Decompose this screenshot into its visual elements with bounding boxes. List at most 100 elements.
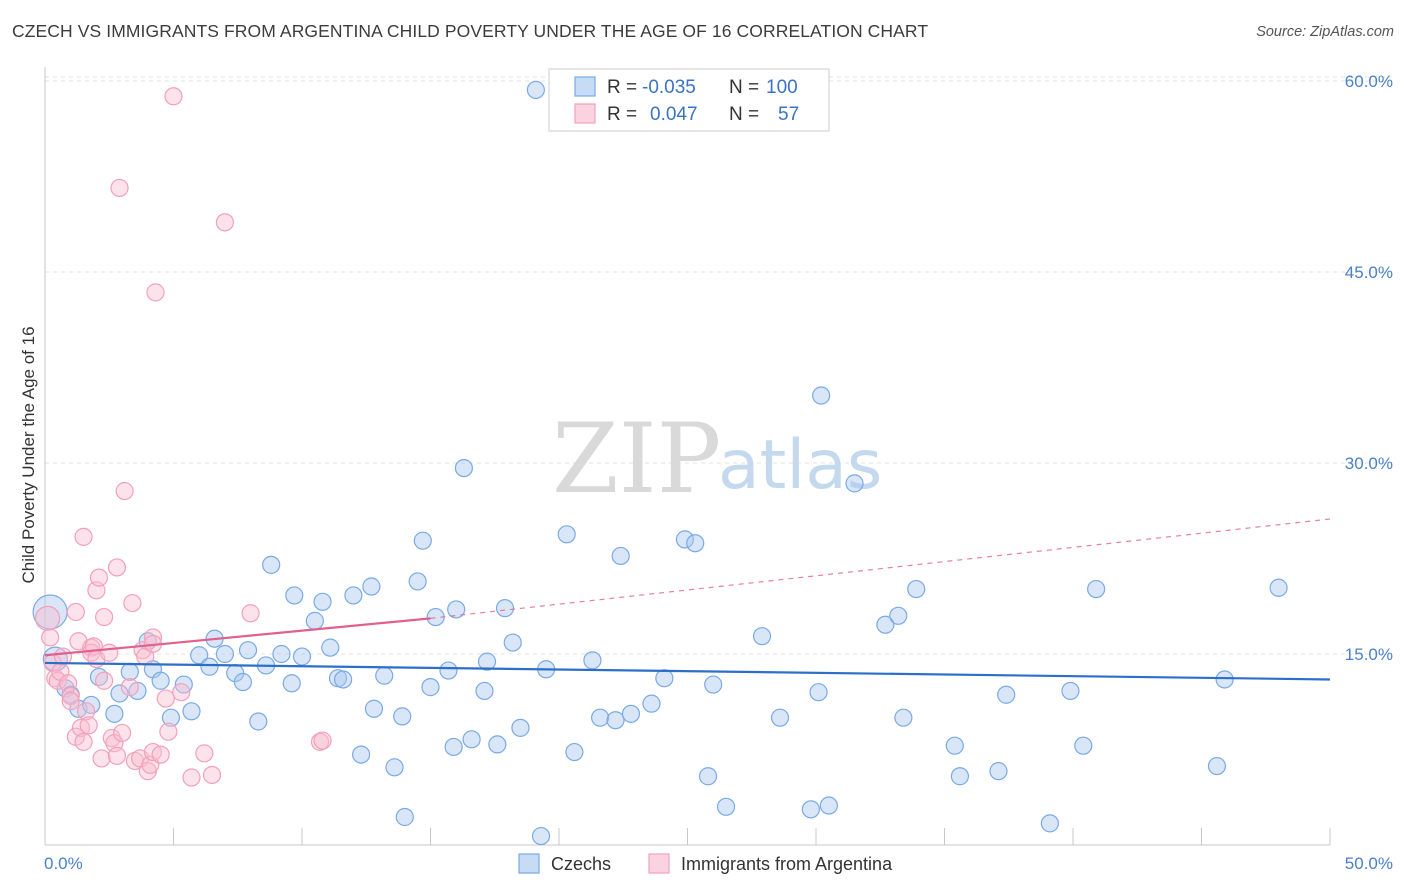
- argentina-trend-extension: [430, 518, 1331, 619]
- czechs-point-83: [876, 615, 895, 634]
- czechs-point-42: [393, 707, 412, 726]
- watermark: ZIP atlas: [552, 403, 882, 515]
- czechs-point-33: [321, 638, 340, 657]
- argentina-point-9: [61, 692, 80, 711]
- czechs-point-8: [110, 684, 129, 703]
- argentina-point-46: [146, 283, 165, 302]
- legend-n-label-0: N =: [729, 77, 759, 98]
- argentina-point-32: [110, 178, 129, 198]
- argentina-point-51: [172, 683, 191, 702]
- czechs-point-9: [120, 662, 139, 681]
- czechs-point-63: [565, 742, 584, 762]
- czechs-point-82: [845, 474, 864, 493]
- czechs-point-79: [809, 683, 828, 702]
- czechs-point-69: [642, 694, 661, 713]
- y-tick-label-2: 45.0%: [1345, 263, 1393, 282]
- argentina-point-56: [241, 604, 260, 623]
- argentina-point-26: [95, 607, 114, 627]
- bottom-legend: Czechs Immigrants from Argentina: [518, 853, 893, 874]
- czechs-point-31: [305, 611, 324, 630]
- czechs-point-84: [889, 606, 908, 625]
- czechs-trend-line: [44, 661, 1331, 681]
- x-tick-label-1: 50.0%: [1345, 854, 1393, 873]
- czechs-point-18: [200, 657, 219, 676]
- czechs-point-93: [1074, 736, 1093, 755]
- czechs-point-20: [215, 644, 234, 664]
- czechs-point-26: [262, 555, 281, 574]
- czechs-point-32: [313, 592, 332, 611]
- czechs-point-46: [421, 678, 440, 697]
- trend-lines: [44, 518, 1331, 681]
- legend-swatch-argentina: [574, 103, 596, 124]
- czechs-point-86: [907, 579, 926, 599]
- czechs-point-75: [716, 797, 736, 816]
- argentina-point-0: [34, 605, 61, 631]
- czechs-point-70: [655, 669, 674, 688]
- czechs-point-48: [439, 661, 458, 680]
- series-czechs-points: [32, 80, 1288, 846]
- argentina-point-15: [74, 527, 93, 546]
- argentina-point-11: [66, 602, 85, 622]
- argentina-point-1: [41, 628, 60, 647]
- argentina-point-25: [95, 671, 114, 690]
- czechs-point-28: [282, 674, 301, 693]
- czechs-point-78: [801, 800, 820, 819]
- argentina-point-8: [61, 686, 80, 706]
- czechs-point-45: [413, 531, 432, 550]
- czechs-point-37: [352, 745, 371, 764]
- legend-r-label-0: R =: [607, 77, 637, 98]
- czechs-point-94: [1087, 579, 1106, 599]
- czechs-point-71: [675, 530, 695, 549]
- czechs-point-74: [704, 675, 723, 694]
- y-tick-label-0: 15.0%: [1345, 645, 1393, 664]
- czechs-point-62: [557, 525, 576, 544]
- czechs-point-72: [686, 534, 705, 553]
- watermark-atlas: atlas: [718, 426, 882, 505]
- czechs-point-92: [1061, 681, 1080, 701]
- czechs-point-66: [606, 711, 625, 730]
- czechs-point-59: [526, 80, 545, 100]
- legend-swatch-czechs: [574, 76, 596, 97]
- legend-r-value-0: -0.035: [642, 77, 696, 98]
- argentina-trend-line: [44, 617, 431, 657]
- y-tick-label-1: 30.0%: [1345, 454, 1393, 473]
- argentina-point-35: [120, 678, 139, 697]
- czechs-point-43: [395, 807, 414, 827]
- czechs-point-88: [950, 767, 970, 786]
- chart-title: CZECH VS IMMIGRANTS FROM ARGENTINA CHILD…: [12, 21, 929, 41]
- argentina-point-16: [77, 702, 96, 721]
- legend-n-label-1: N =: [729, 104, 759, 125]
- czechs-point-24: [249, 712, 268, 731]
- argentina-point-23: [89, 568, 109, 587]
- bottom-legend-label-argentina: Immigrants from Argentina: [681, 854, 893, 874]
- czechs-point-87: [945, 736, 964, 755]
- argentina-point-14: [74, 732, 93, 751]
- czechs-point-23: [238, 641, 258, 660]
- bottom-legend-swatch-czechs: [518, 853, 540, 874]
- axes: [44, 67, 1331, 846]
- argentina-point-24: [92, 749, 111, 768]
- x-tick-label-0: 0.0%: [44, 854, 83, 873]
- argentina-point-33: [112, 723, 132, 743]
- czechs-point-76: [752, 627, 772, 646]
- argentina-point-50: [164, 87, 183, 106]
- czechs-point-54: [477, 652, 497, 671]
- czechs-point-22: [233, 672, 252, 692]
- argentina-point-58: [313, 731, 332, 750]
- czechs-point-95: [1207, 756, 1227, 776]
- argentina-point-48: [156, 689, 175, 708]
- argentina-point-54: [202, 765, 222, 785]
- argentina-point-31: [107, 558, 127, 577]
- argentina-point-36: [123, 593, 142, 613]
- argentina-point-55: [215, 213, 234, 232]
- czechs-point-41: [385, 758, 404, 777]
- czechs-point-49: [444, 737, 463, 757]
- argentina-point-27: [100, 643, 119, 662]
- grid-lines: [45, 76, 1392, 655]
- czechs-point-17: [190, 646, 209, 665]
- series-argentina-points: [34, 87, 332, 787]
- argentina-point-52: [182, 768, 201, 787]
- czechs-point-36: [344, 586, 363, 605]
- czechs-point-58: [511, 718, 530, 737]
- legend-r-label-1: R =: [607, 104, 637, 125]
